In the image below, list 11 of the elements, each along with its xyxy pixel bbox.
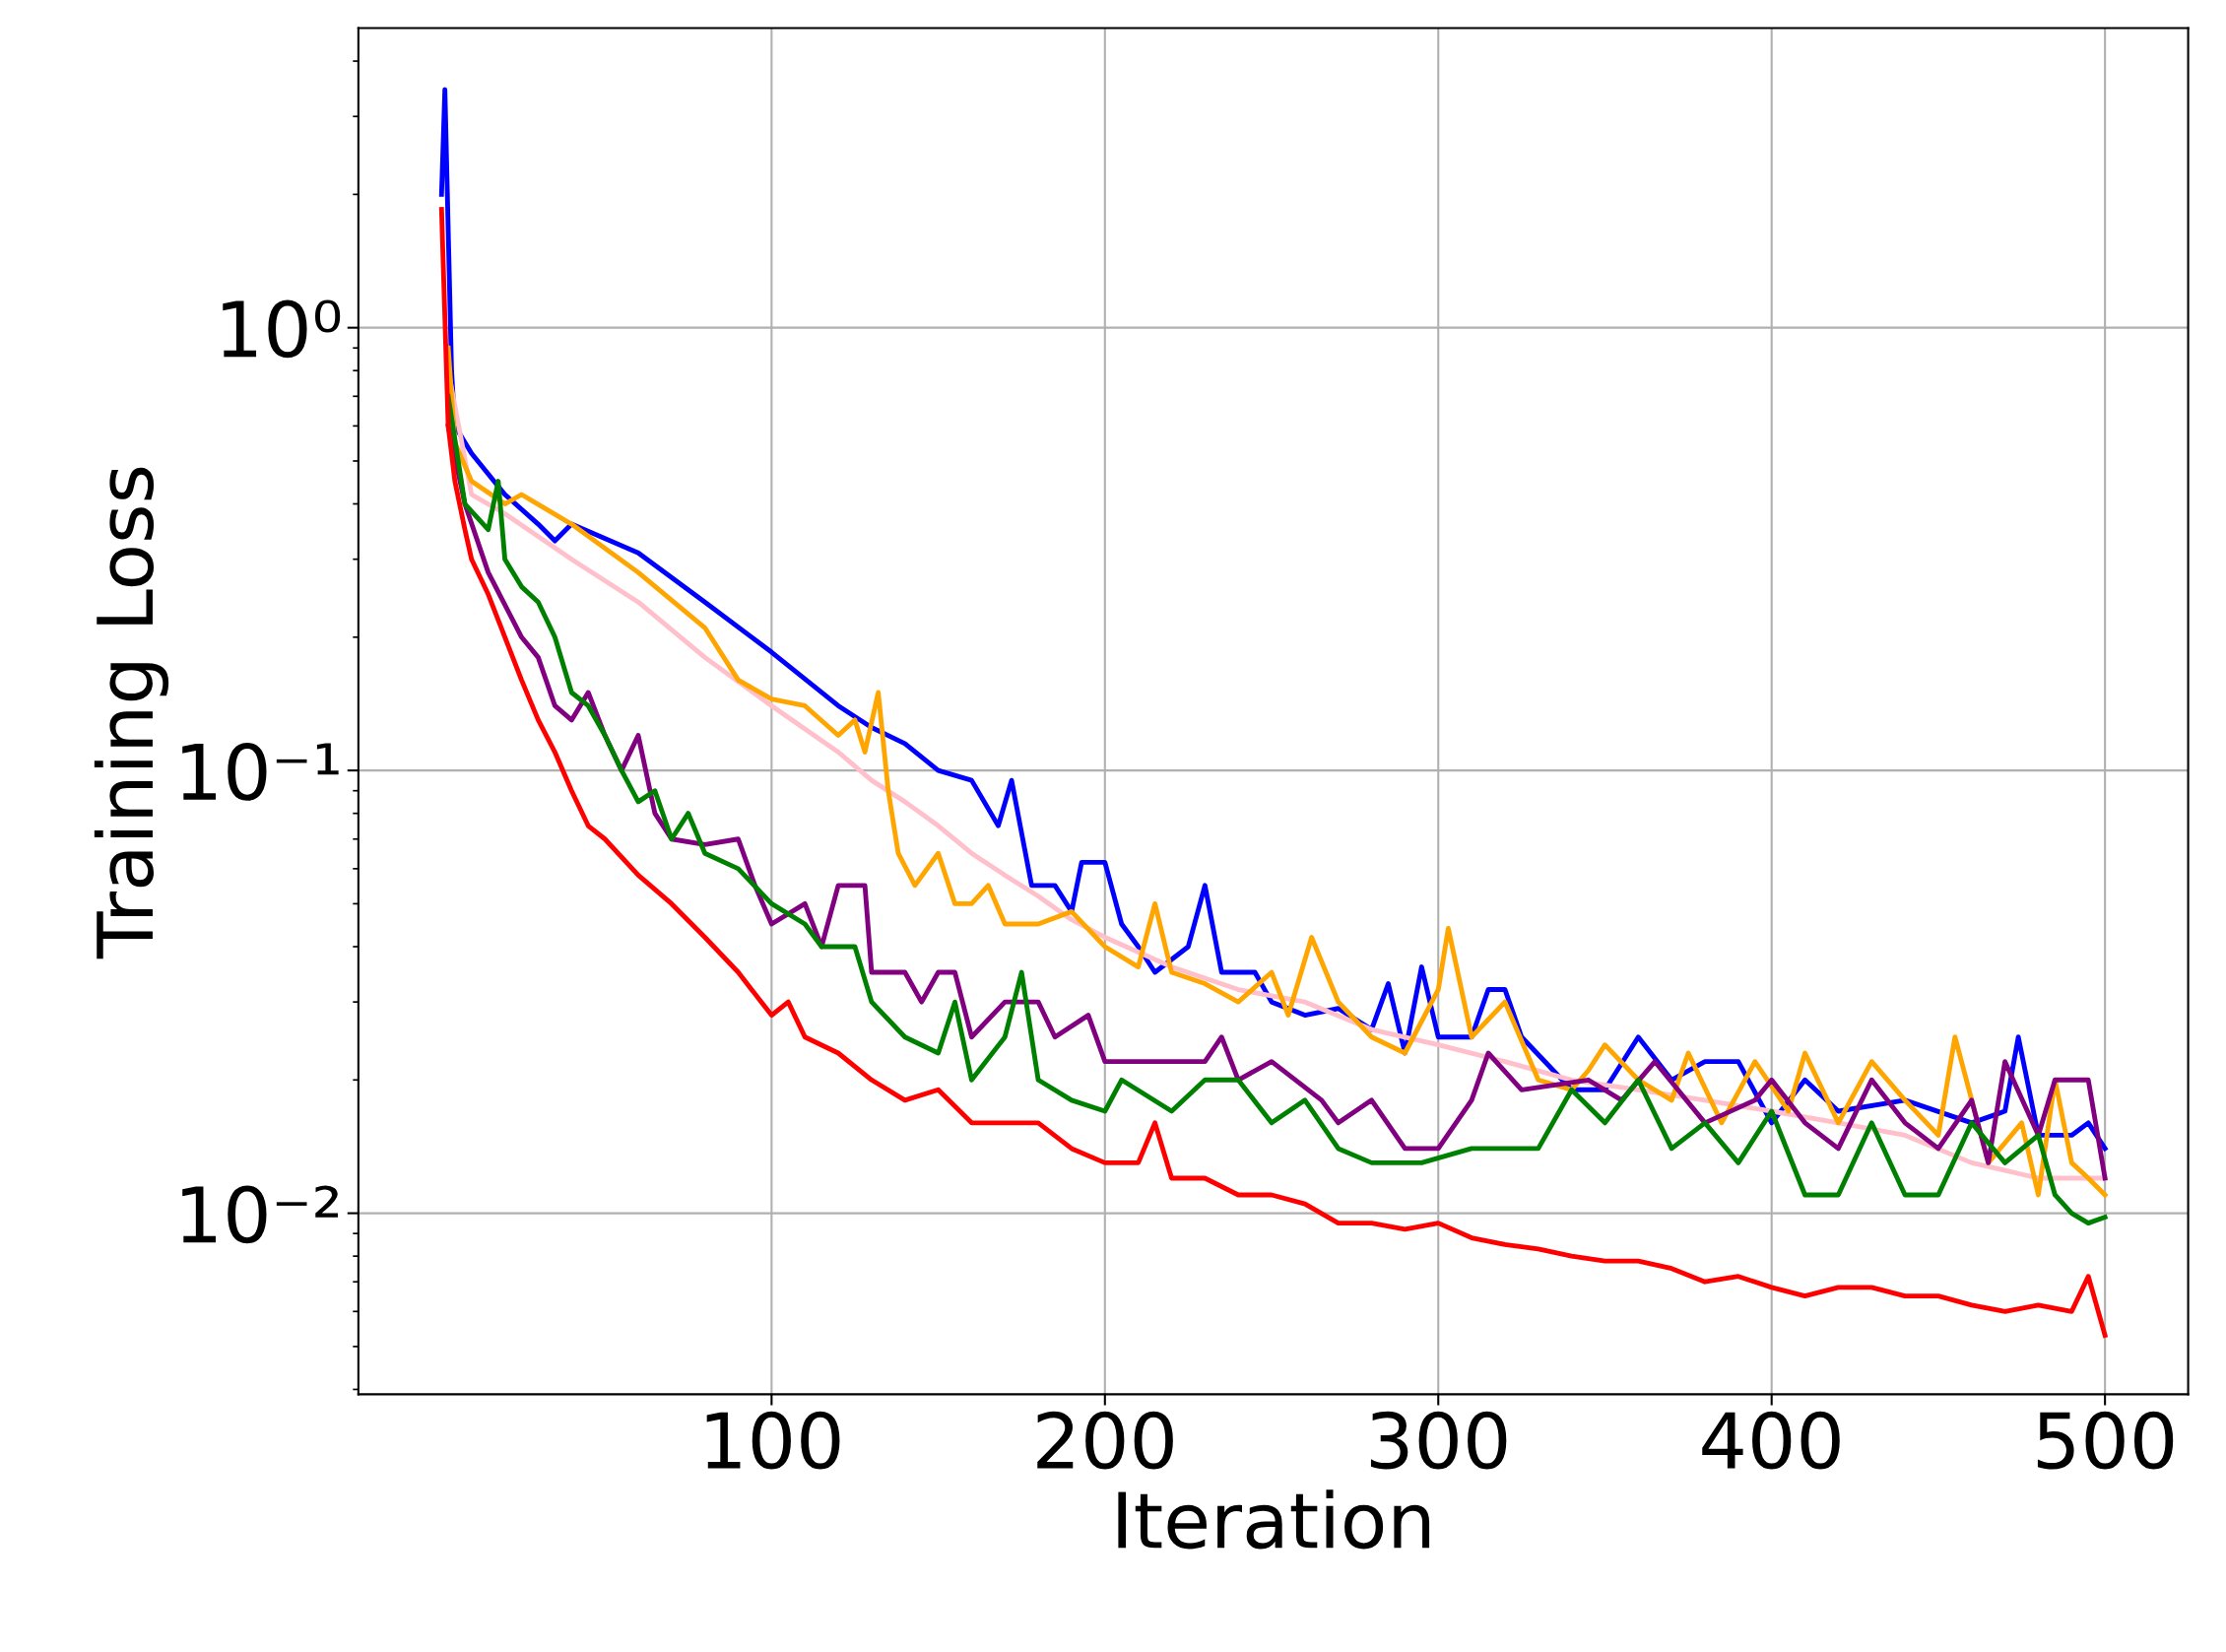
x-tick-label: 100: [706, 1411, 840, 1470]
y-tick-label: 10⁻¹: [182, 742, 339, 801]
y-tick-label: 10⁰: [223, 299, 341, 359]
x-tick-label: 200: [1037, 1411, 1173, 1470]
y-axis-title: Training Loss: [94, 467, 169, 959]
y-tick-label: 10⁻²: [182, 1185, 338, 1244]
line-series: [438, 207, 2108, 1338]
x-tick-label: 300: [1370, 1411, 1507, 1470]
x-tick-label: 400: [1702, 1411, 1840, 1470]
x-tick-label: 500: [2037, 1411, 2174, 1470]
x-axis-title: Iteration: [1118, 1489, 1430, 1550]
